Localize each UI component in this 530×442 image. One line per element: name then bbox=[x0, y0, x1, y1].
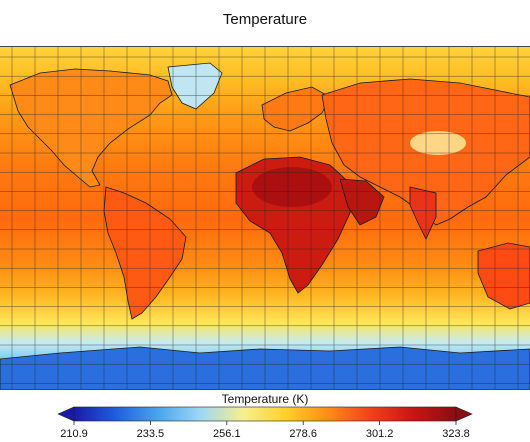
south-america bbox=[103, 186, 187, 320]
colorbar-tick-label: 323.8 bbox=[442, 428, 470, 440]
chart-title: Temperature bbox=[222, 11, 308, 28]
europe bbox=[261, 86, 331, 132]
hotspots bbox=[252, 131, 466, 207]
colorbar-min-arrow bbox=[57, 406, 75, 422]
greenland bbox=[167, 62, 223, 110]
arabia bbox=[339, 178, 385, 226]
colorbar-tick-label: 233.5 bbox=[137, 428, 165, 440]
colorbar-label: Temperature (K) bbox=[221, 392, 309, 406]
colorbar-ticks: 210.9 233.5 256.1 278.6 301.2 323.8 bbox=[60, 421, 470, 440]
temperature-map bbox=[0, 47, 530, 389]
map-panel bbox=[0, 46, 530, 390]
colorbar-scale bbox=[73, 406, 457, 422]
graticule bbox=[0, 47, 530, 389]
colorbar: 210.9 233.5 256.1 278.6 301.2 323.8 bbox=[57, 406, 473, 440]
colorbar-tick-label: 301.2 bbox=[366, 428, 394, 440]
colorbar-tick-label: 210.9 bbox=[60, 428, 88, 440]
colorbar-tick-label: 256.1 bbox=[213, 428, 241, 440]
australia bbox=[477, 242, 530, 310]
colorbar-tick-label: 278.6 bbox=[289, 428, 317, 440]
colorbar-max-arrow bbox=[455, 406, 473, 422]
